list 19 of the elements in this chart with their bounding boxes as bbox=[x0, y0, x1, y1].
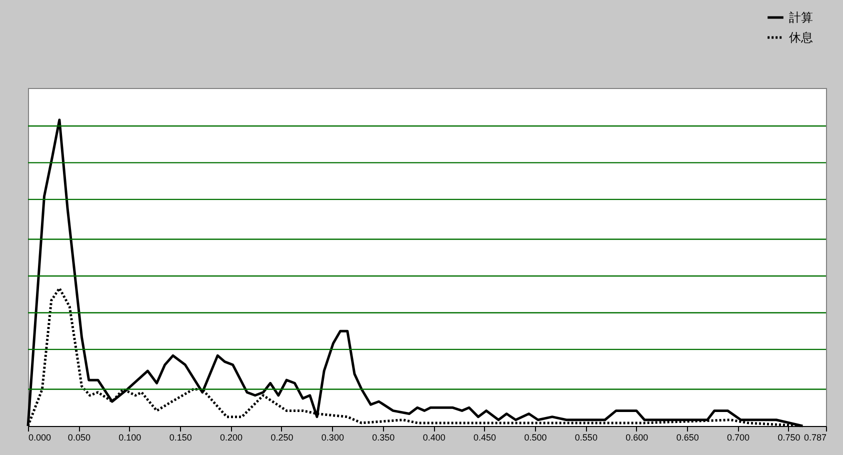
x-tick-label: 0.300 bbox=[321, 432, 344, 442]
x-tick-label: 0.750 bbox=[778, 432, 800, 442]
x-tick-label: 0.350 bbox=[372, 432, 395, 442]
legend-label: 計算 bbox=[789, 10, 813, 24]
x-tick-label: 0.250 bbox=[270, 432, 294, 442]
x-tick-label: 0.700 bbox=[727, 432, 750, 442]
x-tick-label: 0.200 bbox=[220, 432, 243, 442]
x-tick-label: 0.787 bbox=[804, 432, 826, 442]
x-tick-label: 0.400 bbox=[422, 432, 446, 442]
x-tick-label: 0.600 bbox=[626, 432, 648, 442]
x-tick-label: 0.050 bbox=[68, 432, 90, 442]
legend-label: 休息 bbox=[789, 30, 813, 44]
x-tick-label: 0.150 bbox=[169, 432, 192, 442]
x-tick-label: 0.450 bbox=[474, 432, 496, 442]
x-tick-label: 0.550 bbox=[574, 432, 598, 442]
x-tick-label: 0.000 bbox=[28, 432, 52, 442]
x-tick-label: 0.500 bbox=[524, 432, 547, 442]
x-tick-label: 0.100 bbox=[118, 432, 142, 442]
x-tick-label: 0.650 bbox=[676, 432, 699, 442]
